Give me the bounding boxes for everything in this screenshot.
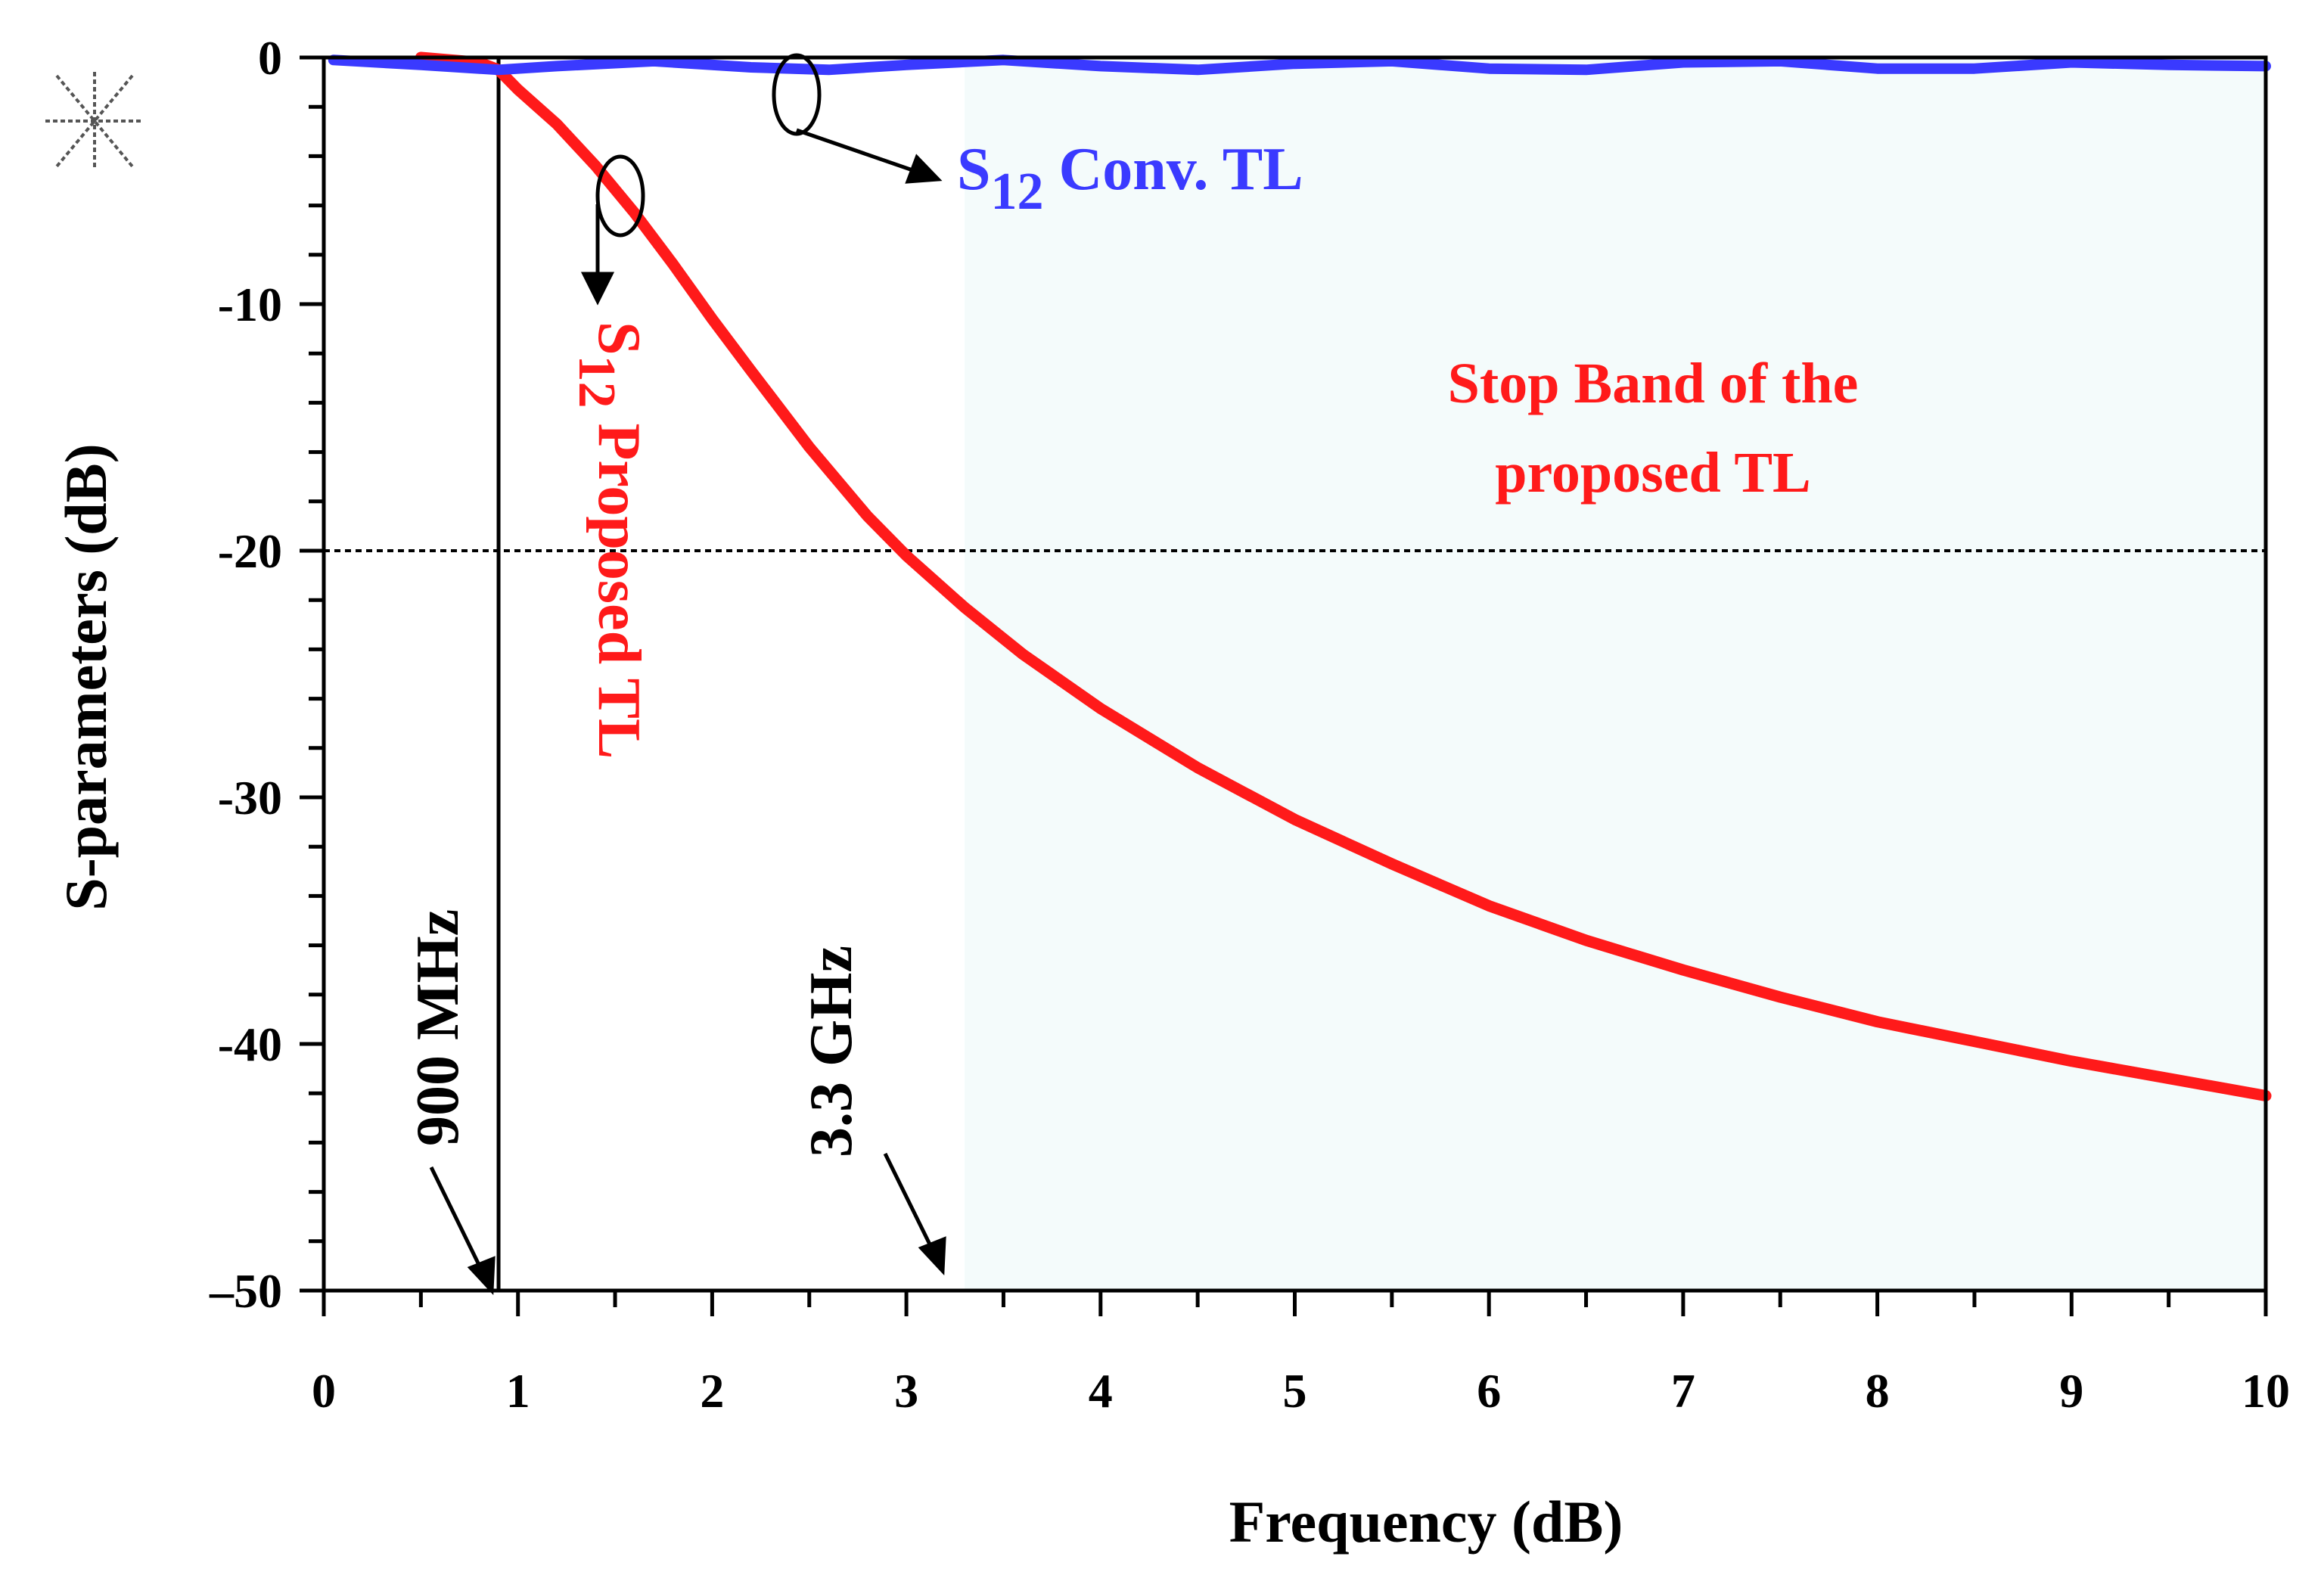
annotation-3-3ghz: 3.3 GHz bbox=[798, 946, 865, 1157]
data-point bbox=[1192, 762, 1204, 773]
x-tick-label: 9 bbox=[2059, 1364, 2083, 1418]
data-point bbox=[901, 550, 912, 561]
series-layer bbox=[328, 51, 2272, 1101]
y-tick-label: –50 bbox=[209, 1264, 282, 1318]
x-axis-title: Frequency (dB) bbox=[1229, 1489, 1623, 1555]
data-point bbox=[2163, 1073, 2174, 1084]
x-tick-label: 3 bbox=[894, 1364, 918, 1418]
arrow-900mhz-head bbox=[467, 1256, 496, 1296]
data-point bbox=[902, 60, 912, 70]
data-point bbox=[551, 119, 563, 130]
data-point bbox=[2066, 1055, 2077, 1067]
arrow-conv bbox=[796, 128, 920, 175]
data-point bbox=[2067, 57, 2077, 67]
arrow-3-3ghz bbox=[883, 1152, 936, 1253]
y-tick-label: -20 bbox=[218, 524, 282, 578]
data-point bbox=[590, 160, 601, 172]
reference-lines bbox=[324, 57, 2266, 1291]
x-tick-label: 10 bbox=[2242, 1364, 2290, 1418]
data-point bbox=[959, 601, 971, 613]
data-point bbox=[1580, 935, 1592, 946]
data-point bbox=[2164, 60, 2173, 70]
data-point bbox=[1193, 65, 1203, 75]
data-point bbox=[1678, 57, 1688, 67]
y-tick-label: 0 bbox=[258, 31, 282, 85]
data-point bbox=[1872, 1016, 1883, 1027]
data-point bbox=[512, 84, 524, 95]
data-point bbox=[1968, 1036, 1980, 1047]
x-tick-label: 2 bbox=[700, 1364, 724, 1418]
data-point bbox=[668, 259, 679, 270]
axis-ticks: 0 1 2 3 4 5 6 7 8 9 10 0 -10 -20 -30 -40 –50 bbox=[209, 31, 2290, 1418]
data-point bbox=[416, 60, 426, 70]
stop-band-region bbox=[965, 57, 2266, 1291]
x-tick-label: 6 bbox=[1477, 1364, 1501, 1418]
data-point bbox=[1290, 59, 1300, 69]
data-point bbox=[746, 63, 756, 73]
callout-arrows bbox=[429, 128, 946, 1296]
data-point bbox=[824, 65, 834, 75]
stop-band-label-line1: Stop Band of the bbox=[1448, 352, 1859, 415]
x-tick-label: 1 bbox=[506, 1364, 530, 1418]
data-point bbox=[1484, 64, 1494, 73]
data-point bbox=[803, 442, 815, 453]
data-point bbox=[707, 313, 718, 325]
arrow-conv-head bbox=[905, 154, 943, 184]
callout-ellipse-proposed bbox=[595, 154, 645, 238]
starburst-icon bbox=[45, 72, 144, 170]
data-point bbox=[1095, 61, 1105, 71]
x-tick-label: 5 bbox=[1283, 1364, 1307, 1418]
data-point bbox=[1775, 992, 1786, 1003]
data-point bbox=[1969, 64, 1979, 73]
data-point bbox=[1581, 65, 1591, 75]
data-point bbox=[552, 61, 562, 71]
annotation-900mhz: 900 MHz bbox=[405, 909, 471, 1146]
data-point bbox=[1872, 64, 1882, 73]
data-point bbox=[1484, 900, 1495, 912]
callout-ellipse-conv bbox=[772, 53, 822, 136]
data-point bbox=[1095, 703, 1106, 714]
series-line-conv-tl bbox=[328, 54, 2271, 76]
arrow-proposed-head bbox=[580, 272, 615, 306]
y-tick-label: -30 bbox=[218, 771, 282, 825]
data-point bbox=[1386, 859, 1397, 870]
data-point bbox=[629, 207, 640, 219]
y-tick-label: -40 bbox=[218, 1017, 282, 1071]
x-tick-label: 0 bbox=[312, 1364, 336, 1418]
stop-band-label-line2: proposed TL bbox=[1495, 441, 1810, 505]
x-tick-label: 7 bbox=[1671, 1364, 1695, 1418]
data-point bbox=[745, 365, 757, 377]
data-point bbox=[862, 511, 873, 522]
y-axis-title: S-parameters (dB) bbox=[53, 443, 119, 910]
arrow-900mhz bbox=[429, 1166, 485, 1274]
data-point bbox=[494, 65, 504, 75]
data-point bbox=[1018, 648, 1029, 660]
legend-conv-tl: S12 Conv. TL bbox=[957, 136, 1303, 221]
arrow-3-3ghz-head bbox=[918, 1236, 946, 1276]
x-tick-label: 4 bbox=[1089, 1364, 1113, 1418]
x-tick-label: 8 bbox=[1866, 1364, 1890, 1418]
legend-proposed-tl: S12 Proposed TL bbox=[567, 322, 652, 759]
series-line-proposed-tl bbox=[415, 51, 2272, 1101]
y-tick-label: -10 bbox=[218, 278, 282, 331]
data-point bbox=[1289, 814, 1300, 825]
data-point bbox=[1677, 965, 1689, 976]
